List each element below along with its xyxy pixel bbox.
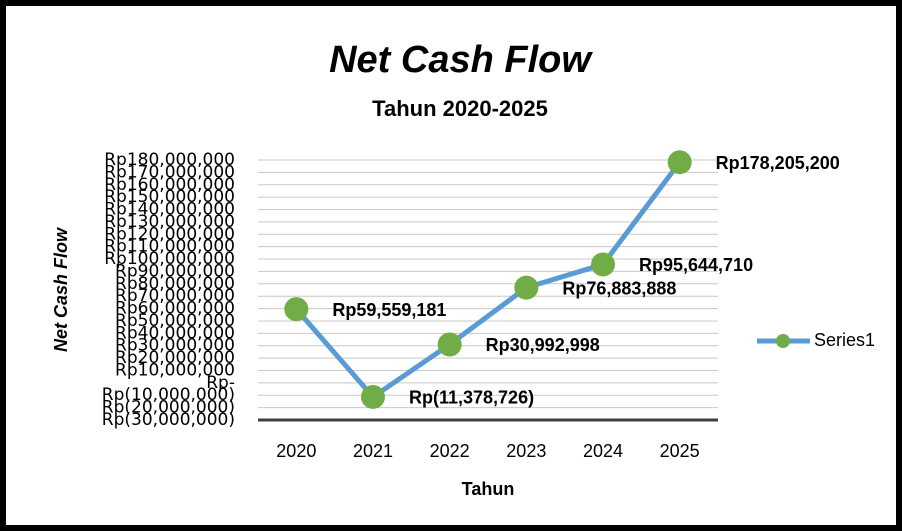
x-tick-label: 2024: [583, 441, 623, 461]
chart-title: Net Cash Flow: [329, 39, 593, 81]
chart-subtitle: Tahun 2020-2025: [372, 96, 548, 121]
value-label: Rp76,883,888: [562, 278, 676, 298]
marker: [284, 297, 309, 322]
y-tick-label: Rp40,000,000: [115, 323, 235, 343]
y-tick-label: Rp-: [206, 373, 235, 393]
value-label: Rp30,992,998: [486, 335, 600, 355]
value-label: Rp(11,378,726): [409, 388, 534, 408]
line: [294, 160, 682, 400]
value-label: Rp95,644,710: [639, 255, 753, 275]
marker: [361, 384, 385, 409]
y-tick-label: Rp180,000,000: [104, 150, 235, 170]
y-tick-label: Rp110,000,000: [104, 237, 235, 257]
x-tick-label: 2022: [430, 441, 470, 461]
y-tick-label: Rp120,000,000: [104, 224, 235, 244]
marker: [667, 150, 692, 175]
y-tick-label: Rp100,000,000: [104, 249, 235, 269]
y-tick-label: Rp(30,000,000): [102, 410, 235, 430]
y-tick-label: Rp50,000,000: [115, 311, 235, 331]
marker: [591, 252, 615, 277]
y-tick-label: Rp130,000,000: [104, 212, 235, 232]
y-tick-label: Rp140,000,000: [104, 200, 235, 220]
y-tick-label: Rp30,000,000: [115, 336, 235, 356]
x-tick-label: 2021: [353, 441, 393, 461]
y-tick-label: Rp170,000,000: [104, 162, 235, 182]
x-axis-title: Tahun: [462, 479, 515, 499]
y-tick-label: Rp80,000,000: [115, 274, 235, 294]
y-tick-label: Rp150,000,000: [104, 187, 235, 207]
y-tick-label: Rp90,000,000: [115, 261, 235, 281]
x-tick-label: 2025: [660, 441, 700, 461]
y-tick-label: Rp(10,000,000): [102, 385, 235, 405]
y-tick-label: Rp20,000,000: [115, 348, 235, 368]
y-axis-title: Net Cash Flow: [51, 227, 71, 352]
value-label: Rp178,205,200: [716, 153, 840, 173]
x-tick-label: 2020: [276, 441, 316, 461]
y-tick-label: Rp10,000,000: [115, 360, 235, 380]
marker: [514, 275, 539, 300]
y-tick-label: Rp(20,000,000): [102, 398, 235, 418]
legend-marker: [776, 334, 790, 348]
legend-label: Series1: [814, 330, 875, 350]
y-tick-label: Rp160,000,000: [104, 175, 235, 195]
y-tick-label: Rp60,000,000: [115, 299, 235, 319]
x-tick-label: 2023: [506, 441, 546, 461]
value-label: Rp59,559,181: [332, 300, 446, 320]
y-tick-label: Rp70,000,000: [115, 286, 235, 306]
marker: [437, 332, 462, 357]
